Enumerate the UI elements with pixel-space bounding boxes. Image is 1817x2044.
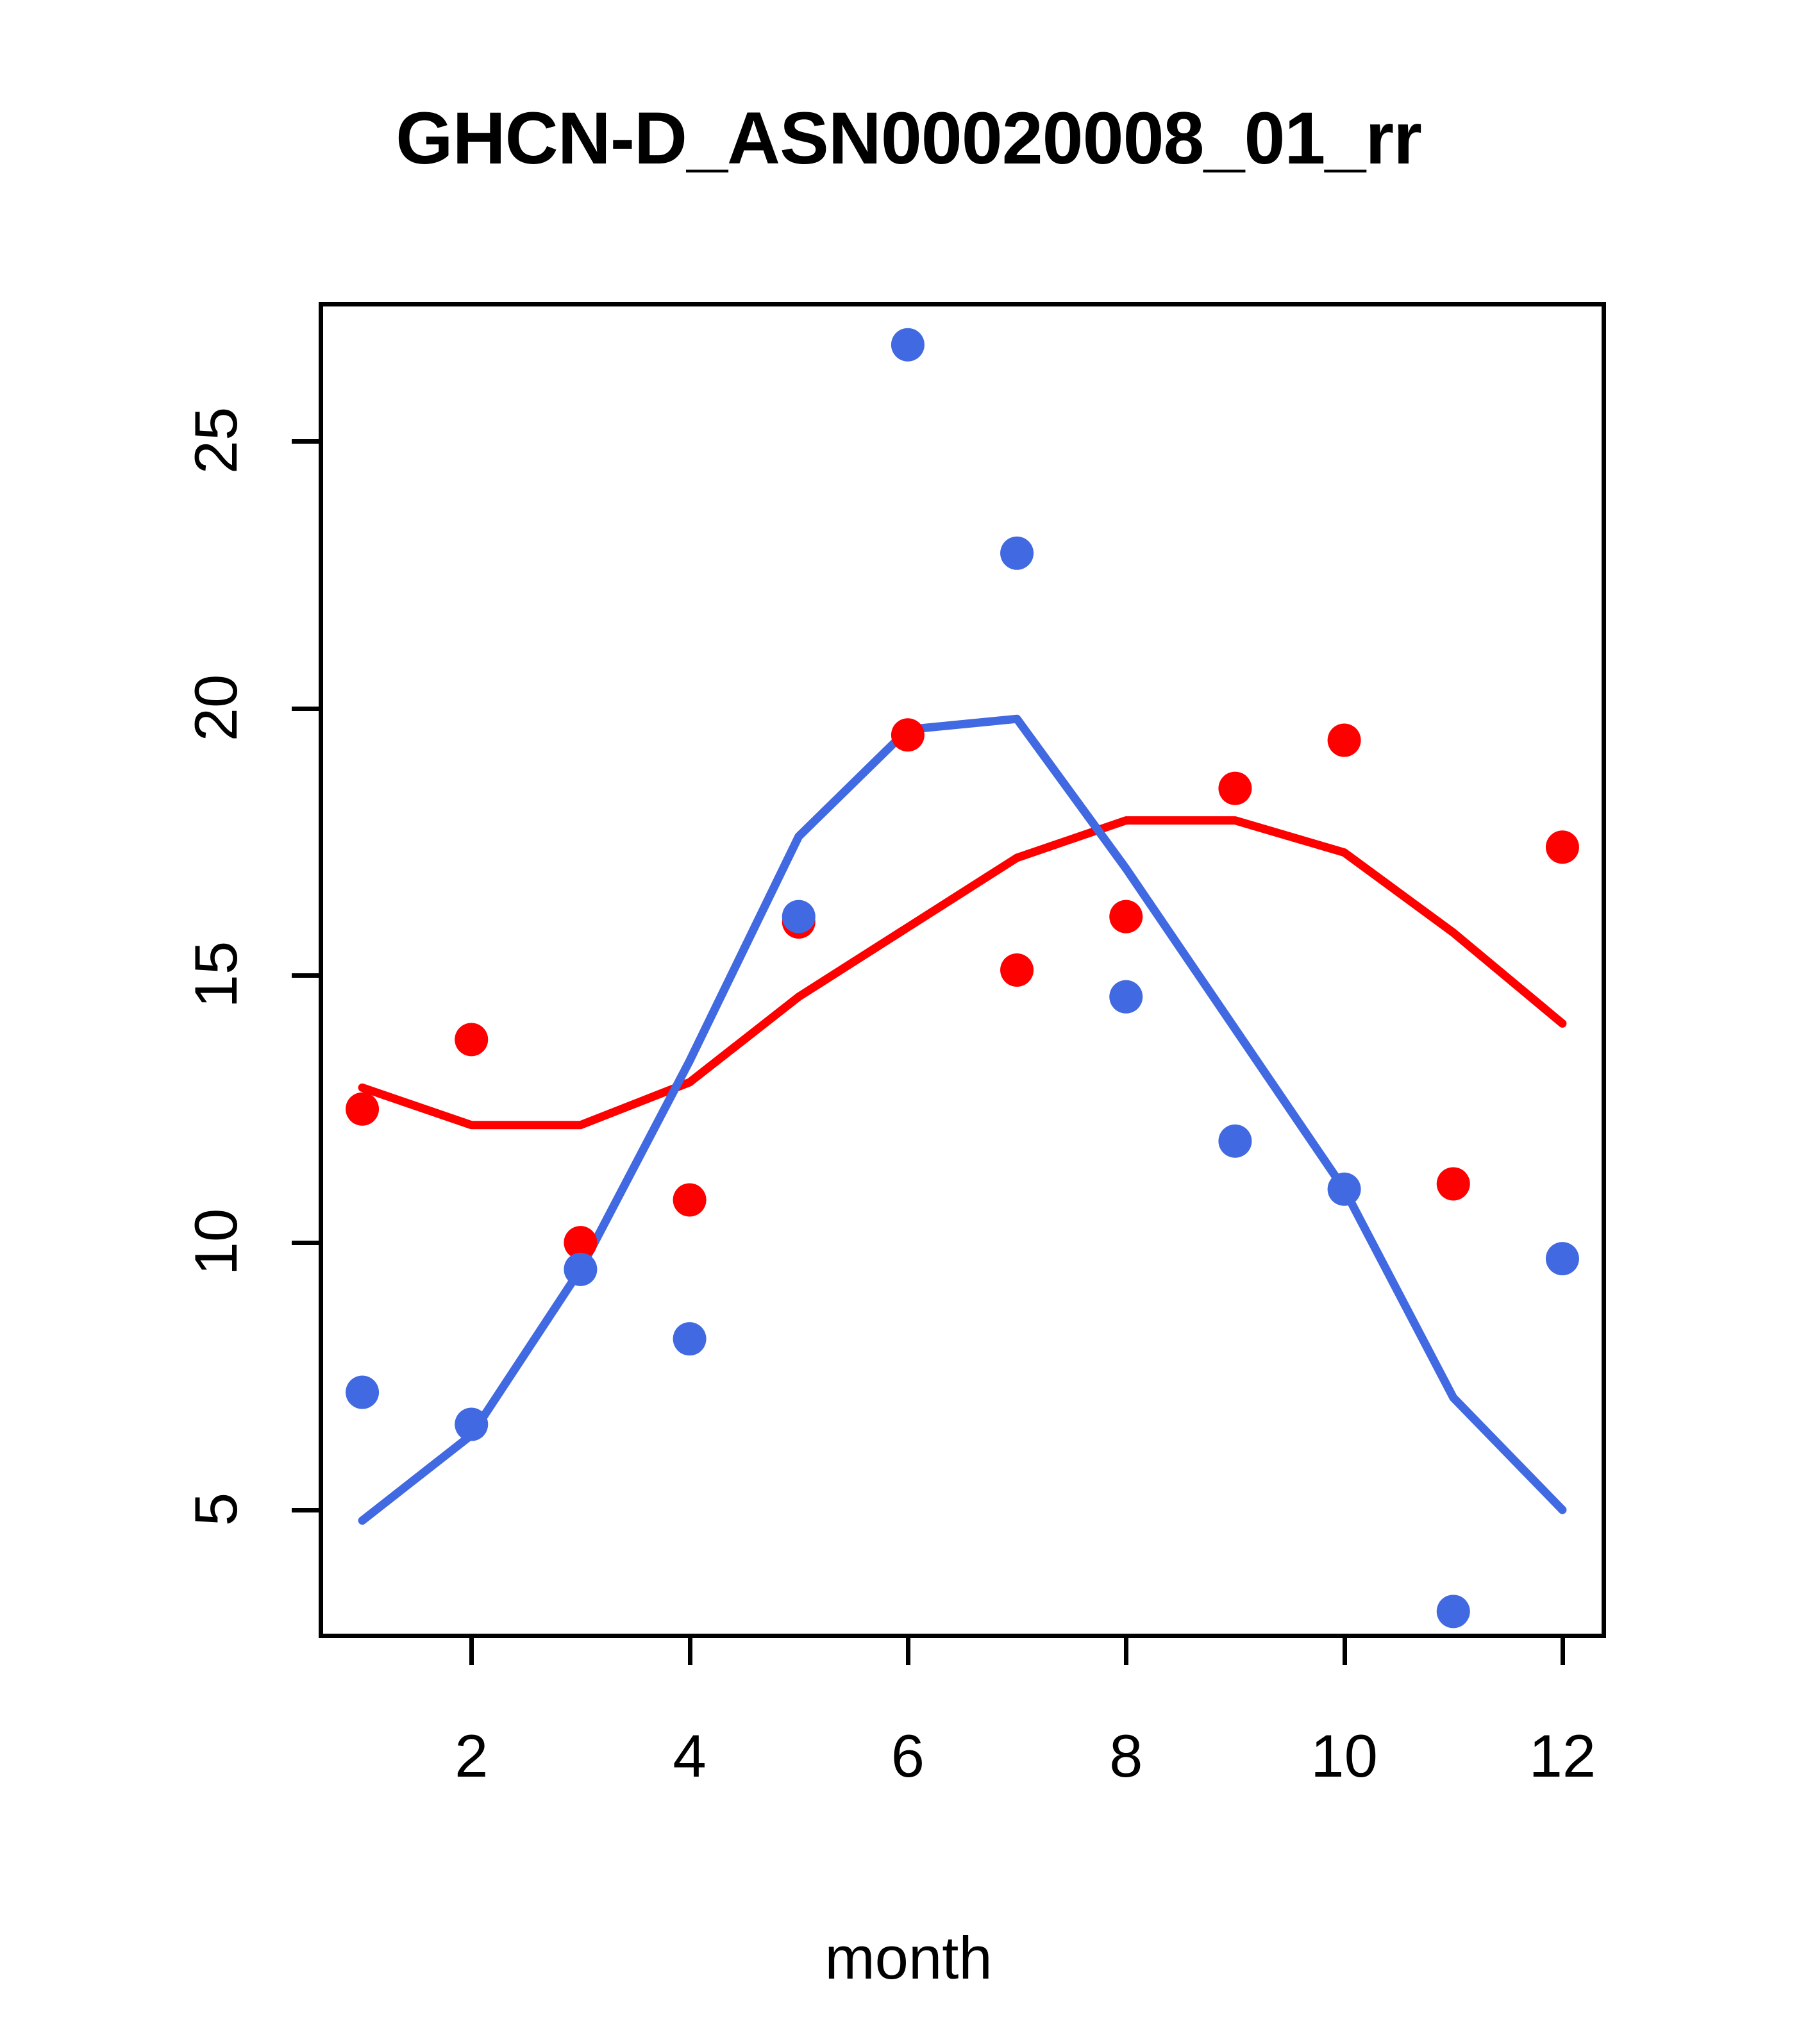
data-point bbox=[1436, 1167, 1470, 1201]
x-axis-tick bbox=[469, 1638, 474, 1665]
x-axis-tick bbox=[1124, 1638, 1129, 1665]
page-title: GHCN-D_ASN00020008_01_rr bbox=[396, 97, 1422, 180]
data-point bbox=[1000, 953, 1034, 987]
data-point bbox=[673, 1322, 707, 1356]
data-point bbox=[564, 1252, 598, 1286]
data-point bbox=[673, 1183, 707, 1217]
data-point bbox=[782, 900, 816, 934]
x-axis-tick-label: 4 bbox=[673, 1722, 707, 1789]
x-axis-tick-label: 12 bbox=[1528, 1722, 1596, 1789]
x-axis-label: month bbox=[825, 1924, 992, 1991]
data-point bbox=[1436, 1595, 1470, 1629]
y-axis-tick bbox=[292, 973, 319, 978]
data-point bbox=[1109, 900, 1143, 934]
y-axis-tick-label: 10 bbox=[182, 1208, 249, 1276]
series-line-blue-line bbox=[358, 714, 1567, 1525]
y-axis-tick-label: 5 bbox=[182, 1492, 249, 1527]
data-point bbox=[1218, 771, 1252, 805]
data-point bbox=[1327, 1172, 1361, 1206]
y-axis-tick-label: 15 bbox=[182, 941, 249, 1009]
x-axis-tick bbox=[1342, 1638, 1347, 1665]
x-axis-tick-label: 8 bbox=[1109, 1722, 1143, 1789]
x-axis-tick-label: 2 bbox=[455, 1722, 489, 1789]
data-point bbox=[1109, 980, 1143, 1014]
data-point bbox=[1000, 536, 1034, 570]
data-point bbox=[346, 1375, 380, 1409]
data-point bbox=[455, 1407, 489, 1441]
data-point bbox=[1218, 1124, 1252, 1158]
data-point bbox=[564, 1226, 598, 1260]
y-axis-tick bbox=[292, 1507, 319, 1512]
y-axis-tick bbox=[292, 706, 319, 711]
x-axis-tick-label: 10 bbox=[1310, 1722, 1378, 1789]
data-point bbox=[346, 1092, 380, 1126]
data-point bbox=[1327, 723, 1361, 757]
x-axis-tick-label: 6 bbox=[891, 1722, 925, 1789]
data-point bbox=[455, 1023, 489, 1057]
plot-area-frame bbox=[319, 302, 1606, 1638]
y-axis-tick bbox=[292, 1241, 319, 1246]
data-point bbox=[1545, 1242, 1579, 1276]
series-line-red-line bbox=[358, 816, 1567, 1130]
x-axis-tick bbox=[687, 1638, 692, 1665]
x-axis-tick bbox=[1560, 1638, 1565, 1665]
plot-data-layer bbox=[346, 328, 1579, 1629]
data-point bbox=[891, 718, 925, 752]
y-axis-tick bbox=[292, 439, 319, 444]
x-axis-tick bbox=[905, 1638, 910, 1665]
y-axis-tick-label: 25 bbox=[182, 406, 249, 474]
data-point bbox=[891, 328, 925, 362]
data-point bbox=[1545, 830, 1579, 864]
y-axis-tick-label: 20 bbox=[182, 674, 249, 741]
